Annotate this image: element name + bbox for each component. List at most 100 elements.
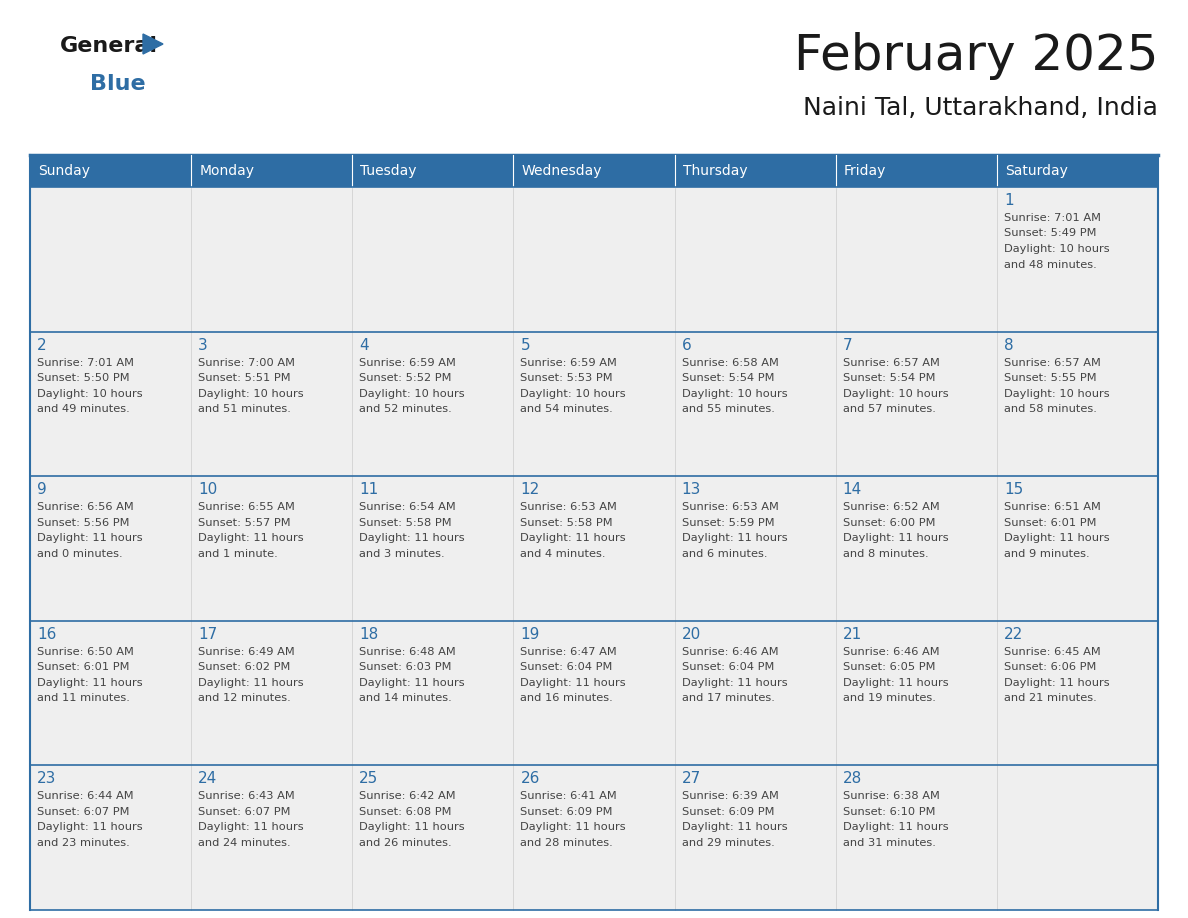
Text: Daylight: 10 hours: Daylight: 10 hours bbox=[1004, 388, 1110, 398]
Text: Sunrise: 7:01 AM: Sunrise: 7:01 AM bbox=[1004, 213, 1101, 223]
Bar bbox=[191, 187, 353, 331]
Text: Sunset: 6:04 PM: Sunset: 6:04 PM bbox=[520, 662, 613, 672]
Text: 21: 21 bbox=[842, 627, 862, 642]
Bar bbox=[997, 155, 1158, 187]
Text: Blue: Blue bbox=[90, 74, 146, 94]
Text: and 19 minutes.: and 19 minutes. bbox=[842, 693, 936, 703]
Text: and 26 minutes.: and 26 minutes. bbox=[359, 838, 451, 848]
Bar bbox=[191, 155, 353, 187]
Text: Sunrise: 6:54 AM: Sunrise: 6:54 AM bbox=[359, 502, 456, 512]
Text: Sunset: 5:56 PM: Sunset: 5:56 PM bbox=[37, 518, 129, 528]
Text: Daylight: 10 hours: Daylight: 10 hours bbox=[1004, 244, 1110, 254]
Bar bbox=[997, 766, 1158, 910]
Bar bbox=[191, 766, 353, 910]
Text: Daylight: 11 hours: Daylight: 11 hours bbox=[842, 823, 948, 833]
Text: Sunrise: 6:53 AM: Sunrise: 6:53 AM bbox=[520, 502, 618, 512]
Text: and 29 minutes.: and 29 minutes. bbox=[682, 838, 775, 848]
Text: Sunrise: 6:58 AM: Sunrise: 6:58 AM bbox=[682, 358, 778, 367]
Text: and 52 minutes.: and 52 minutes. bbox=[359, 404, 453, 414]
Text: and 14 minutes.: and 14 minutes. bbox=[359, 693, 453, 703]
Text: Sunday: Sunday bbox=[38, 164, 90, 178]
Text: Sunrise: 6:44 AM: Sunrise: 6:44 AM bbox=[37, 791, 133, 801]
Text: and 57 minutes.: and 57 minutes. bbox=[842, 404, 936, 414]
Text: Sunset: 6:01 PM: Sunset: 6:01 PM bbox=[37, 662, 129, 672]
Bar bbox=[675, 187, 835, 331]
Text: and 8 minutes.: and 8 minutes. bbox=[842, 549, 928, 559]
Bar bbox=[835, 331, 997, 476]
Text: Sunset: 6:02 PM: Sunset: 6:02 PM bbox=[198, 662, 291, 672]
Text: and 11 minutes.: and 11 minutes. bbox=[37, 693, 129, 703]
Text: Wednesday: Wednesday bbox=[522, 164, 602, 178]
Text: 11: 11 bbox=[359, 482, 379, 498]
Text: Sunrise: 6:41 AM: Sunrise: 6:41 AM bbox=[520, 791, 618, 801]
Text: 15: 15 bbox=[1004, 482, 1023, 498]
Text: Sunrise: 6:59 AM: Sunrise: 6:59 AM bbox=[520, 358, 618, 367]
Bar bbox=[353, 331, 513, 476]
Bar bbox=[30, 766, 191, 910]
Text: and 49 minutes.: and 49 minutes. bbox=[37, 404, 129, 414]
Text: Daylight: 11 hours: Daylight: 11 hours bbox=[37, 823, 143, 833]
Bar bbox=[191, 621, 353, 766]
Text: Daylight: 11 hours: Daylight: 11 hours bbox=[842, 677, 948, 688]
Bar bbox=[30, 155, 191, 187]
Bar bbox=[997, 476, 1158, 621]
Text: Sunset: 5:54 PM: Sunset: 5:54 PM bbox=[842, 373, 935, 383]
Text: Daylight: 10 hours: Daylight: 10 hours bbox=[682, 388, 788, 398]
Text: Sunrise: 6:52 AM: Sunrise: 6:52 AM bbox=[842, 502, 940, 512]
Text: and 3 minutes.: and 3 minutes. bbox=[359, 549, 446, 559]
Text: 19: 19 bbox=[520, 627, 539, 642]
Bar bbox=[30, 331, 191, 476]
Text: Sunrise: 6:46 AM: Sunrise: 6:46 AM bbox=[842, 647, 940, 656]
Text: Sunset: 6:09 PM: Sunset: 6:09 PM bbox=[682, 807, 775, 817]
Text: and 1 minute.: and 1 minute. bbox=[198, 549, 278, 559]
Text: 24: 24 bbox=[198, 771, 217, 787]
Text: 14: 14 bbox=[842, 482, 862, 498]
Text: 13: 13 bbox=[682, 482, 701, 498]
Text: Sunset: 5:52 PM: Sunset: 5:52 PM bbox=[359, 373, 451, 383]
Text: Daylight: 10 hours: Daylight: 10 hours bbox=[842, 388, 948, 398]
Text: 25: 25 bbox=[359, 771, 379, 787]
Text: 4: 4 bbox=[359, 338, 369, 353]
Bar bbox=[835, 476, 997, 621]
Text: Sunset: 6:07 PM: Sunset: 6:07 PM bbox=[37, 807, 129, 817]
Text: Daylight: 11 hours: Daylight: 11 hours bbox=[198, 677, 304, 688]
Bar bbox=[835, 187, 997, 331]
Bar bbox=[513, 476, 675, 621]
Text: Daylight: 11 hours: Daylight: 11 hours bbox=[842, 533, 948, 543]
Text: Daylight: 10 hours: Daylight: 10 hours bbox=[37, 388, 143, 398]
Text: and 4 minutes.: and 4 minutes. bbox=[520, 549, 606, 559]
Text: 3: 3 bbox=[198, 338, 208, 353]
Text: Sunrise: 6:57 AM: Sunrise: 6:57 AM bbox=[842, 358, 940, 367]
Text: and 51 minutes.: and 51 minutes. bbox=[198, 404, 291, 414]
Text: Sunset: 5:58 PM: Sunset: 5:58 PM bbox=[359, 518, 451, 528]
Text: Sunset: 6:08 PM: Sunset: 6:08 PM bbox=[359, 807, 451, 817]
Bar bbox=[675, 155, 835, 187]
Text: and 54 minutes.: and 54 minutes. bbox=[520, 404, 613, 414]
Bar bbox=[997, 621, 1158, 766]
Text: Sunrise: 6:47 AM: Sunrise: 6:47 AM bbox=[520, 647, 618, 656]
Text: Sunrise: 6:50 AM: Sunrise: 6:50 AM bbox=[37, 647, 134, 656]
Text: Sunrise: 6:56 AM: Sunrise: 6:56 AM bbox=[37, 502, 134, 512]
Text: Naini Tal, Uttarakhand, India: Naini Tal, Uttarakhand, India bbox=[803, 96, 1158, 120]
Bar bbox=[353, 476, 513, 621]
Text: Sunset: 5:54 PM: Sunset: 5:54 PM bbox=[682, 373, 775, 383]
Text: Sunrise: 7:00 AM: Sunrise: 7:00 AM bbox=[198, 358, 295, 367]
Text: Daylight: 11 hours: Daylight: 11 hours bbox=[520, 533, 626, 543]
Text: Sunset: 6:06 PM: Sunset: 6:06 PM bbox=[1004, 662, 1097, 672]
Text: Sunrise: 6:45 AM: Sunrise: 6:45 AM bbox=[1004, 647, 1100, 656]
Bar bbox=[353, 155, 513, 187]
Text: Sunset: 6:00 PM: Sunset: 6:00 PM bbox=[842, 518, 935, 528]
Text: Sunset: 5:51 PM: Sunset: 5:51 PM bbox=[198, 373, 291, 383]
Text: Sunset: 5:53 PM: Sunset: 5:53 PM bbox=[520, 373, 613, 383]
Text: 10: 10 bbox=[198, 482, 217, 498]
Text: 22: 22 bbox=[1004, 627, 1023, 642]
Text: Sunset: 5:55 PM: Sunset: 5:55 PM bbox=[1004, 373, 1097, 383]
Bar bbox=[997, 187, 1158, 331]
Bar bbox=[513, 621, 675, 766]
Text: Friday: Friday bbox=[843, 164, 886, 178]
Text: Daylight: 11 hours: Daylight: 11 hours bbox=[520, 823, 626, 833]
Bar bbox=[835, 621, 997, 766]
Text: 17: 17 bbox=[198, 627, 217, 642]
Bar bbox=[675, 621, 835, 766]
Text: Sunrise: 6:38 AM: Sunrise: 6:38 AM bbox=[842, 791, 940, 801]
